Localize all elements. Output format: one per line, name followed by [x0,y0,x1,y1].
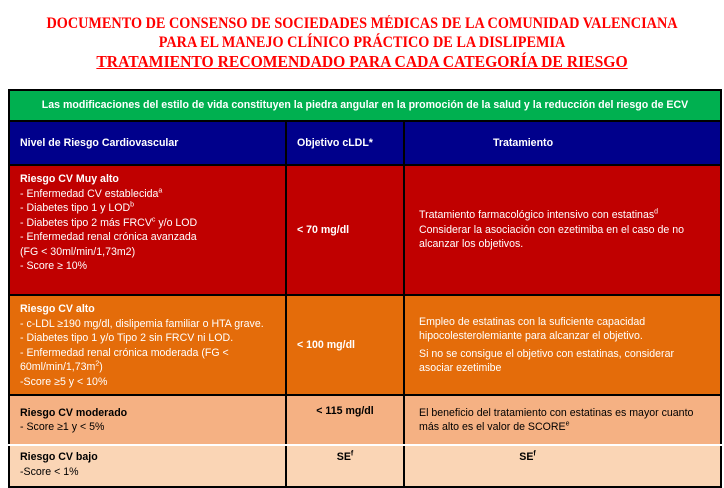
risk-item: - Diabetes tipo 1 y/o Tipo 2 sin FRCV ni… [20,332,234,344]
risk-item: - c-LDL ≥190 mg/dl, dislipemia familiar … [20,317,264,330]
risk-title: Riesgo CV moderado [20,406,128,419]
treatment-cell: Empleo de estatinas con la suficiente ca… [403,294,722,396]
risk-item: - Score ≥1 y < 5% [20,421,105,433]
risk-item: - Diabetes tipo 2 más FRCV [20,216,152,229]
treatment-text: Tratamiento farmacológico intensivo con … [419,209,655,222]
risk-item: -Score ≥5 y < 10% [20,375,108,388]
risk-item: y/o LOD [158,216,198,229]
risk-title: Riesgo CV Muy alto [20,173,119,185]
target-text: SE [336,451,351,463]
treatment-text: SE [519,451,534,463]
target-cell: < 70 mg/dl [285,164,405,296]
risk-item: - Enfermedad CV establecida [20,187,159,200]
title-line-2: PARA EL MANEJO CLÍNICO PRÁCTICO DE LA DI… [158,34,566,51]
treatment-cell: Tratamiento farmacológico intensivo con … [403,164,722,296]
footnote-ref: b [130,201,135,209]
treatment-cell: SEf [403,444,722,488]
footnote-ref: e [565,420,570,428]
footnote-ref: c [151,215,156,223]
footnote-ref: f [350,450,354,458]
risk-item: - Score ≥ 10% [20,260,88,272]
risk-item: (FG < 30ml/min/1,73m2) [20,245,136,258]
treatment-text: Empleo de estatinas con la suficiente ca… [419,315,646,343]
treatment-text: El beneficio del tratamiento con estatin… [419,406,694,434]
target-cell: SEf [285,444,405,488]
risk-level-cell: Riesgo CV moderado - Score ≥1 y < 5% [8,394,287,446]
treatment-text: Considerar la asociación con ezetimiba e… [419,223,684,251]
header-target: Objetivo cLDL* [285,120,405,166]
risk-level-cell: Riesgo CV alto - c-LDL ≥190 mg/dl, disli… [8,294,287,396]
target-cell: < 115 mg/dl [285,394,405,446]
risk-item: -Score < 1% [20,465,79,478]
risk-title: Riesgo CV alto [20,303,95,315]
lifestyle-banner: Las modificaciones del estilo de vida co… [8,89,722,122]
table-row-very-high: Riesgo CV Muy alto - Enfermedad CV estab… [8,164,722,296]
risk-item: - Diabetes tipo 1 y LOD [20,202,131,214]
treatment-text: Si no se consigue el objetivo con estati… [419,347,674,375]
risk-title: Riesgo CV bajo [20,451,98,463]
title-line-3: TRATAMIENTO RECOMENDADO PARA CADA CATEGO… [96,52,628,71]
risk-level-cell: Riesgo CV Muy alto - Enfermedad CV estab… [8,164,287,296]
risk-treatment-table: Las modificaciones del estilo de vida co… [8,89,722,488]
risk-level-cell: Riesgo CV bajo -Score < 1% [8,444,287,488]
superscript: 2 [95,360,100,368]
footnote-ref: d [654,208,659,216]
header-treatment: Tratamiento [403,120,722,166]
header-level: Nivel de Riesgo Cardiovascular [8,120,287,166]
footnote-ref: f [533,450,536,458]
treatment-cell: El beneficio del tratamiento con estatin… [403,394,722,446]
table-row-low: Riesgo CV bajo -Score < 1% SEf SEf [8,444,722,488]
banner-row: Las modificaciones del estilo de vida co… [8,89,722,122]
table-row-high: Riesgo CV alto - c-LDL ≥190 mg/dl, disli… [8,294,722,396]
risk-item: ) [99,361,103,373]
title-line-1: DOCUMENTO DE CONSENSO DE SOCIEDADES MÉDI… [46,15,678,32]
target-cell: < 100 mg/dl [285,294,405,396]
header-row: Nivel de Riesgo Cardiovascular Objetivo … [8,120,722,166]
risk-item: - Enfermedad renal crónica moderada (FG … [20,346,229,374]
table-row-moderate: Riesgo CV moderado - Score ≥1 y < 5% < 1… [8,394,722,446]
footnote-ref: a [158,186,163,194]
risk-item: - Enfermedad renal crónica avanzada [20,231,197,243]
document-title: DOCUMENTO DE CONSENSO DE SOCIEDADES MÉDI… [29,14,695,71]
